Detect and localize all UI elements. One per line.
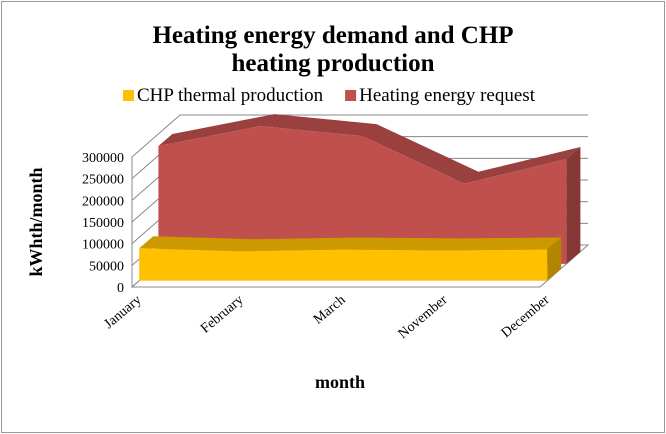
y-tick-label: 0 <box>117 281 124 296</box>
y-tick-label: 250000 <box>82 173 124 188</box>
y-tick-label: 50000 <box>89 259 124 274</box>
area-side <box>566 147 581 264</box>
chart-title: Heating energy demand and CHP heating pr… <box>152 22 514 77</box>
x-axis-label: month <box>315 372 365 392</box>
grid-line <box>131 114 588 158</box>
y-tick-label: 100000 <box>82 238 124 253</box>
legend-swatch <box>123 90 134 101</box>
y-tick-label: 300000 <box>82 151 124 166</box>
legend-swatch <box>345 90 357 101</box>
legend-label: Heating energy request <box>359 85 536 106</box>
area-top <box>158 114 581 184</box>
area-top <box>139 236 562 252</box>
y-tick-label: 200000 <box>82 194 124 209</box>
area <box>139 248 548 281</box>
legend-label: CHP thermal production <box>137 85 324 106</box>
y-axis-label: kWhth/month <box>26 167 46 276</box>
y-tick-label: 150000 <box>82 216 124 231</box>
area <box>158 126 567 264</box>
area-side <box>547 237 562 281</box>
